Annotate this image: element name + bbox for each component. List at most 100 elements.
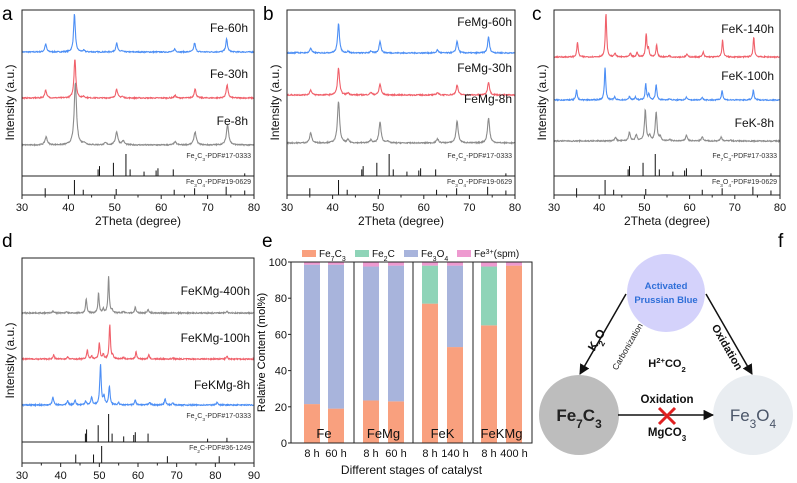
bar-segment-Fe2C — [422, 265, 438, 304]
xrd-curve-FeK-140h — [553, 14, 781, 59]
bar-segment-Fe3+(spm) — [328, 262, 344, 265]
plot-frame — [21, 9, 255, 196]
bar-segment-Fe7C3 — [363, 400, 379, 443]
reference-label: Fe7C3-PDF#17-0333 — [186, 153, 251, 163]
bar-segment-Fe3+(spm) — [304, 262, 320, 265]
bar-label: 60 h — [325, 448, 346, 460]
xrd-curve-Fe-8h — [21, 82, 255, 147]
series-label: Fe-60h — [210, 21, 248, 35]
x-tick-label: 60 — [132, 470, 144, 482]
x-axis-label: 2Theta (degree) — [358, 214, 444, 228]
x-tick-label: 60 — [683, 202, 695, 214]
panel-c-xrd: FeK-140h FeK-100h FeK-8h Fe7C3-PDF#17-0333 F… — [535, 9, 786, 228]
x-tick-label: 50 — [109, 202, 121, 214]
y-tick-label: 80 — [275, 293, 287, 305]
bar-segment-Fe2C — [481, 266, 497, 326]
edge-mgco3-label: MgCO3 — [648, 427, 687, 443]
arrow-oxidation-right — [705, 293, 753, 375]
panel-e-bar-chart: 8 h 60 h Fe 8 h 60 h FeMg 8 h 140 h FeK 8 h 400 h F… — [256, 249, 533, 477]
bar-segment-Fe7C3 — [481, 325, 497, 443]
series-label: FeMg-8h — [464, 92, 512, 106]
series-label: FeKMg-100h — [181, 331, 250, 345]
bar-label: 8 h — [481, 448, 496, 460]
bar-segment-Fe3O4 — [328, 264, 344, 409]
panel-letter-c: c — [532, 4, 542, 25]
series-label: FeMg-60h — [457, 15, 512, 29]
reference-label: Fe7C3-PDF#17-0333 — [712, 153, 777, 163]
panel-letter-f: f — [778, 231, 784, 252]
bar-segment-Fe7C3 — [447, 347, 463, 443]
xrd-curve-Fe-60h — [21, 13, 255, 55]
node-top-label-line1: Activated — [645, 281, 688, 292]
bar-segment-Fe7C3 — [388, 401, 404, 443]
x-tick-label: 30 — [281, 202, 293, 214]
y-axis-label: Intensity (a.u.) — [268, 64, 282, 140]
x-tick-label: 70 — [171, 470, 183, 482]
xrd-curve-FeMg-8h — [286, 101, 516, 145]
bar-segment-Fe3O4 — [363, 266, 379, 401]
reference-label: Fe3O4-PDF#19-0629 — [447, 179, 512, 189]
x-tick-label: 40 — [62, 202, 74, 214]
x-tick-label: 40 — [593, 202, 605, 214]
blocked-cross-icon — [657, 406, 677, 426]
bar-segment-Fe3+(spm) — [363, 262, 379, 267]
xrd-curve-FeKMg-8h — [21, 364, 255, 408]
series-label: FeKMg-400h — [181, 284, 250, 298]
series-label: FeK-100h — [721, 69, 774, 83]
y-tick-label: 100 — [269, 257, 287, 269]
series-label: Fe-30h — [210, 67, 248, 81]
bar-segment-Fe3O4 — [304, 264, 320, 405]
panel-letter-d: d — [2, 231, 13, 252]
panel-letter-e: e — [262, 231, 273, 252]
panel-a-xrd: Fe-60h Fe-30h Fe-8h Fe7C3-PDF#17-0333 Fe3O4-… — [3, 9, 260, 228]
node-fe7c3 — [539, 375, 619, 455]
reference-label: Fe7C3-PDF#17-0333 — [186, 413, 251, 423]
arrow-carbonization — [579, 293, 627, 375]
x-tick-label: 80 — [209, 470, 221, 482]
bar-label: 140 h — [441, 448, 469, 460]
bar-segment-Fe3+(spm) — [422, 262, 438, 266]
x-tick-label: 40 — [55, 470, 67, 482]
x-tick-label: 60 — [418, 202, 430, 214]
y-axis-label: Relative Content (mol%) — [256, 293, 268, 412]
node-fe3o4 — [713, 375, 793, 455]
reference-label: Fe3O4-PDF#19-0629 — [186, 179, 251, 189]
y-tick-label: 60 — [275, 329, 287, 341]
edge-carbonization-label: Carbonization — [610, 321, 645, 372]
x-tick-label: 30 — [548, 202, 560, 214]
bar-segment-Fe7C3 — [328, 408, 344, 443]
group-label: FeK — [431, 426, 455, 441]
x-tick-label: 50 — [93, 470, 105, 482]
legend-label: Fe7C3 — [319, 249, 346, 263]
bar-label: 8 h — [304, 448, 319, 460]
panel-f-diagram: Activated Prussian Blue Fe7C3 Fe3O4 K2O … — [539, 254, 793, 455]
x-tick-label: 80 — [509, 202, 521, 214]
xrd-curve-FeK-100h — [553, 67, 781, 102]
edge-oxidation-bottom-label: Oxidation — [640, 394, 693, 406]
x-tick-label: 30 — [16, 202, 28, 214]
x-axis-label: 2Theta (degree) — [624, 214, 710, 228]
x-tick-label: 70 — [201, 202, 213, 214]
y-tick-label: 0 — [281, 438, 287, 450]
bar-label: 400 h — [500, 448, 528, 460]
x-tick-label: 70 — [729, 202, 741, 214]
series-label: Fe-8h — [217, 114, 248, 128]
node-activated-prussian-blue — [627, 254, 705, 332]
bar-segment-Fe7C3 — [422, 303, 438, 443]
node-fe3o4-label: Fe3O4 — [730, 406, 777, 431]
bar-segment-Fe3+(spm) — [481, 262, 497, 267]
group-label: FeKMg — [481, 426, 523, 441]
reference-label: Fe2C-PDF#36-1249 — [189, 445, 251, 455]
legend-label: Fe3+(spm) — [474, 249, 519, 261]
y-axis-label: Intensity (a.u.) — [3, 64, 17, 140]
legend-label: Fe3O4 — [421, 249, 448, 263]
x-tick-label: 50 — [638, 202, 650, 214]
xrd-curve-Fe-30h — [21, 59, 255, 101]
plot-frame — [290, 261, 533, 444]
series-label: FeK-8h — [735, 116, 774, 130]
series-label: FeKMg-8h — [194, 378, 250, 392]
x-axis-label: 2Theta (degree) — [95, 214, 181, 228]
y-axis-label: Intensity (a.u.) — [535, 64, 549, 140]
x-tick-label: 30 — [16, 470, 28, 482]
